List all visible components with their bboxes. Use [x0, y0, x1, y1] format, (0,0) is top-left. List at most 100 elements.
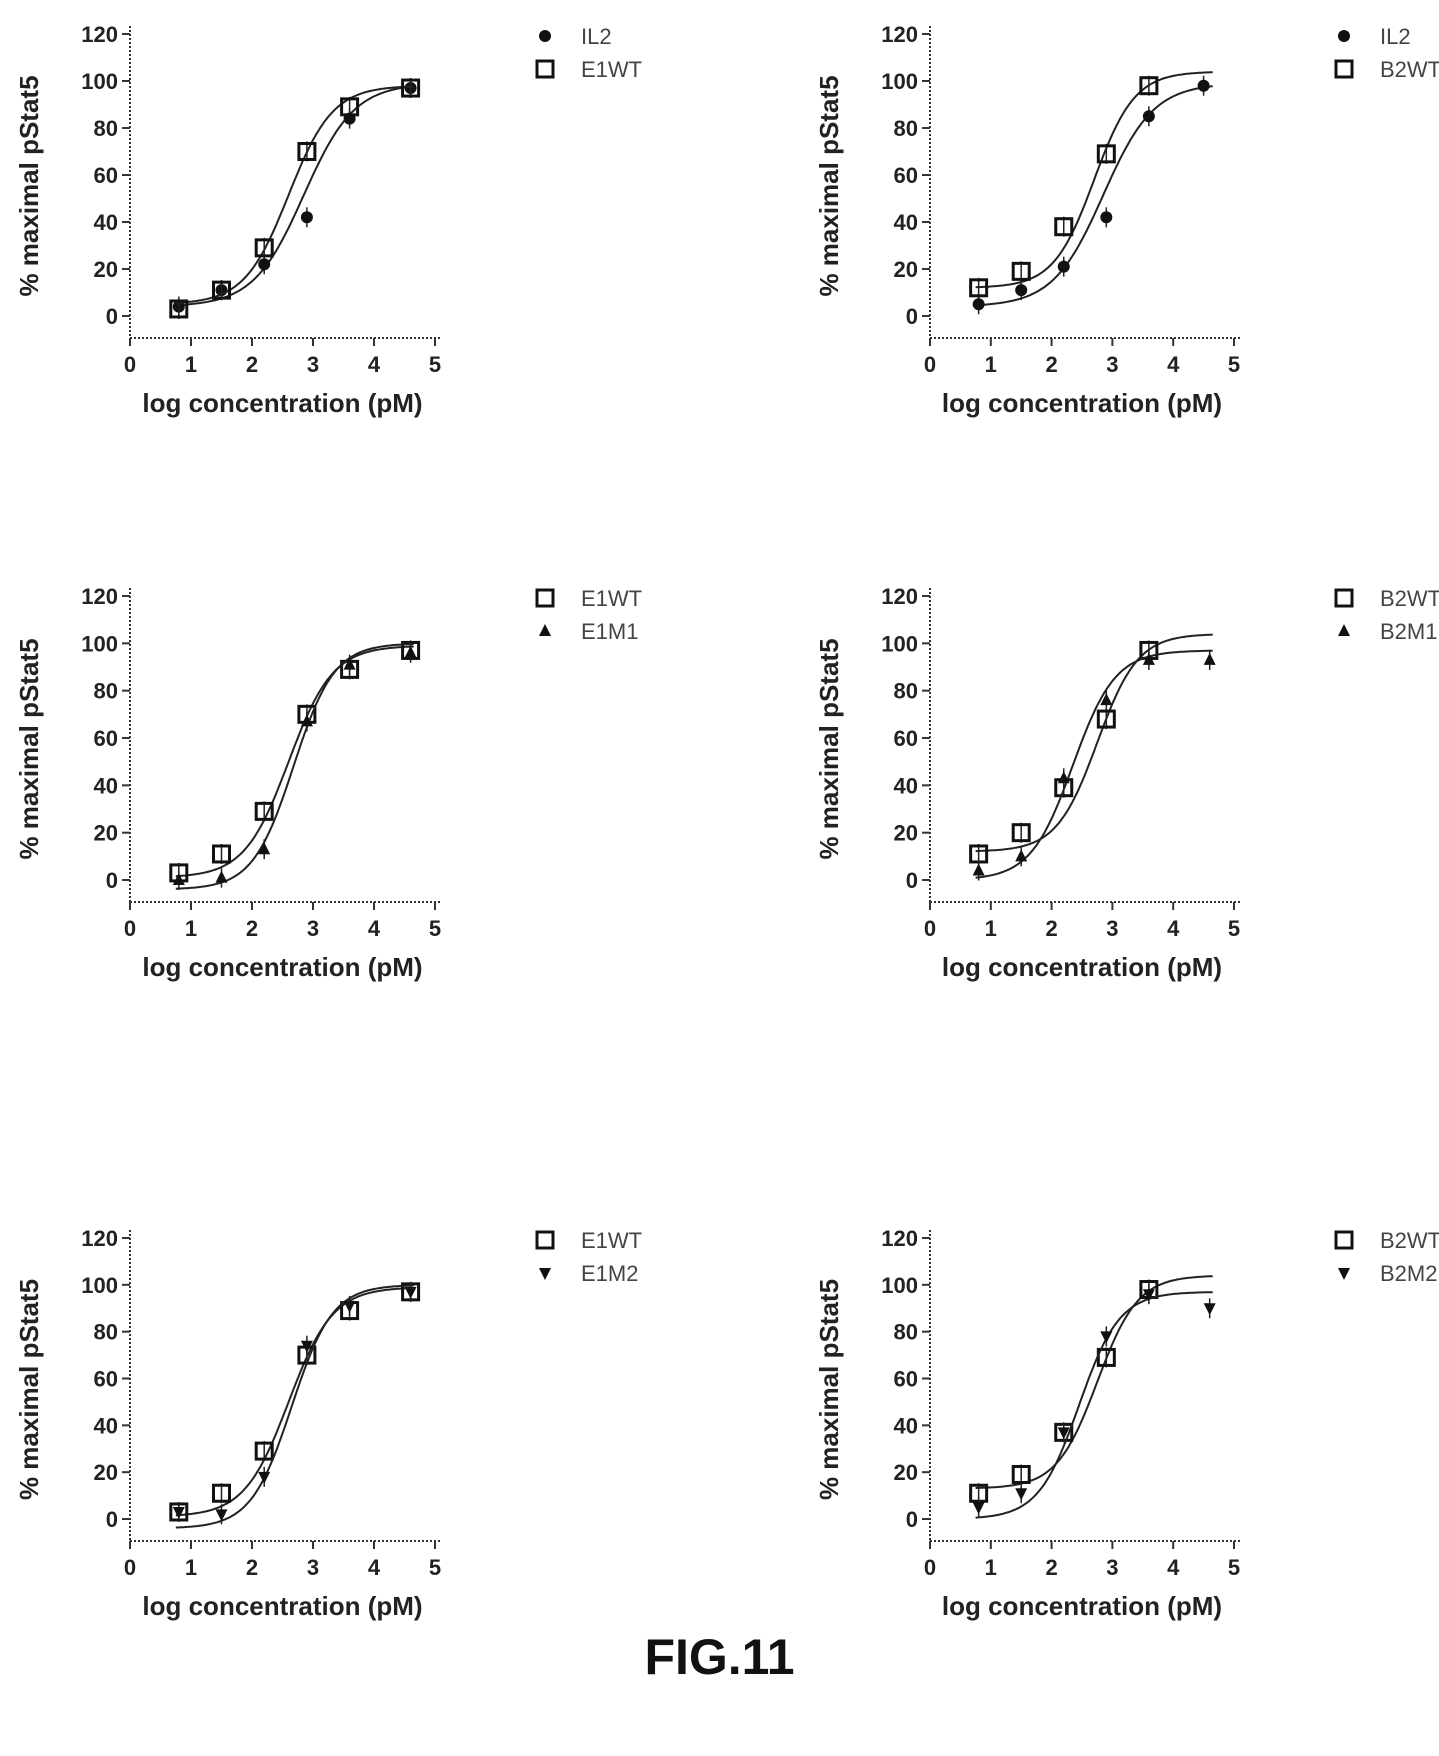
legend-marker [539, 1268, 551, 1280]
x-tick-label: 2 [1045, 916, 1057, 941]
legend-marker [1334, 588, 1354, 608]
y-tick-label: 0 [106, 304, 118, 329]
y-tick-label: 40 [94, 1413, 118, 1438]
data-point [300, 1340, 313, 1353]
y-tick-label: 60 [894, 163, 918, 188]
legend-label: B2M1 [1380, 619, 1437, 644]
y-tick-label: 80 [94, 116, 118, 141]
legend-marker [1338, 30, 1350, 42]
fit-curve [975, 633, 1213, 853]
y-tick-label: 0 [906, 1507, 918, 1532]
data-point [300, 714, 313, 727]
data-point [1011, 823, 1031, 843]
data-point [969, 278, 989, 298]
y-axis-title: % maximal pStat5 [814, 638, 844, 859]
y-tick-label: 100 [81, 69, 118, 94]
y-tick-label: 0 [906, 868, 918, 893]
data-point [343, 657, 356, 670]
y-tick-label: 80 [894, 1320, 918, 1345]
x-axis-title: log concentration (pM) [942, 1591, 1222, 1621]
x-tick-label: 5 [429, 352, 441, 377]
fit-curve [175, 85, 414, 304]
legend-label: B2M2 [1380, 1261, 1437, 1286]
y-tick-label: 120 [81, 584, 118, 609]
y-tick-label: 40 [894, 1413, 918, 1438]
data-point [215, 1509, 228, 1522]
data-point [1100, 211, 1113, 224]
x-tick-label: 5 [1228, 352, 1240, 377]
data-point [972, 298, 985, 311]
data-point [169, 299, 189, 319]
legend-label: IL2 [1380, 24, 1411, 49]
x-axis-title: log concentration (pM) [942, 952, 1222, 982]
legend-marker [1334, 1230, 1354, 1250]
legend-marker [535, 59, 555, 79]
legend-label: B2WT [1380, 1228, 1439, 1253]
y-tick-label: 80 [894, 679, 918, 704]
data-point [1142, 110, 1155, 123]
legend-label: E1WT [581, 586, 642, 611]
x-tick-label: 5 [429, 1555, 441, 1580]
x-tick-label: 4 [368, 352, 381, 377]
data-point [1203, 652, 1216, 665]
x-tick-label: 1 [185, 1555, 197, 1580]
legend-marker [1338, 624, 1350, 636]
y-tick-label: 40 [894, 210, 918, 235]
x-tick-label: 1 [985, 352, 997, 377]
fit-curve [175, 1284, 414, 1529]
y-tick-label: 20 [94, 1460, 118, 1485]
x-tick-label: 1 [985, 916, 997, 941]
fit-curve [975, 1275, 1213, 1489]
data-point [1011, 1465, 1031, 1485]
x-tick-label: 0 [924, 916, 936, 941]
legend-marker [539, 30, 551, 42]
y-tick-label: 120 [881, 22, 918, 47]
y-tick-label: 60 [894, 1367, 918, 1392]
y-tick-label: 40 [94, 773, 118, 798]
y-tick-label: 20 [94, 257, 118, 282]
legend-label: E1WT [581, 1228, 642, 1253]
x-tick-label: 4 [1167, 1555, 1180, 1580]
x-tick-label: 0 [924, 1555, 936, 1580]
x-tick-label: 0 [124, 916, 136, 941]
data-point [1057, 1427, 1070, 1440]
data-point [254, 238, 274, 258]
x-tick-label: 2 [246, 1555, 258, 1580]
x-axis-title: log concentration (pM) [142, 388, 422, 418]
fit-curve [175, 645, 414, 878]
x-tick-label: 4 [368, 916, 381, 941]
y-tick-label: 40 [94, 210, 118, 235]
y-tick-label: 100 [81, 631, 118, 656]
x-tick-label: 5 [429, 916, 441, 941]
data-point [1011, 261, 1031, 281]
data-point [172, 1506, 185, 1519]
y-axis-title: % maximal pStat5 [14, 638, 44, 859]
fit-curve [975, 649, 1213, 879]
y-tick-label: 0 [906, 304, 918, 329]
x-tick-label: 0 [924, 352, 936, 377]
y-tick-label: 60 [94, 1367, 118, 1392]
legend-label: B2WT [1380, 57, 1439, 82]
y-tick-label: 0 [106, 868, 118, 893]
x-axis-title: log concentration (pM) [142, 952, 422, 982]
fit-curve [975, 71, 1213, 289]
legend-label: E1WT [581, 57, 642, 82]
x-tick-label: 0 [124, 352, 136, 377]
figure-label: FIG.11 [644, 1629, 795, 1685]
legend-marker [535, 588, 555, 608]
data-point [258, 258, 271, 271]
data-point [254, 1441, 274, 1461]
x-tick-label: 2 [1045, 352, 1057, 377]
data-point [258, 1471, 271, 1484]
data-point [401, 78, 421, 98]
data-point [1015, 284, 1028, 297]
data-point [1139, 76, 1159, 96]
fit-curve [975, 1291, 1213, 1519]
legend-marker [535, 1230, 555, 1250]
x-tick-label: 1 [185, 352, 197, 377]
